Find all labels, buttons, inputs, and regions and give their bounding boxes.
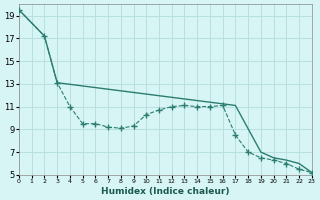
X-axis label: Humidex (Indice chaleur): Humidex (Indice chaleur) — [101, 187, 230, 196]
